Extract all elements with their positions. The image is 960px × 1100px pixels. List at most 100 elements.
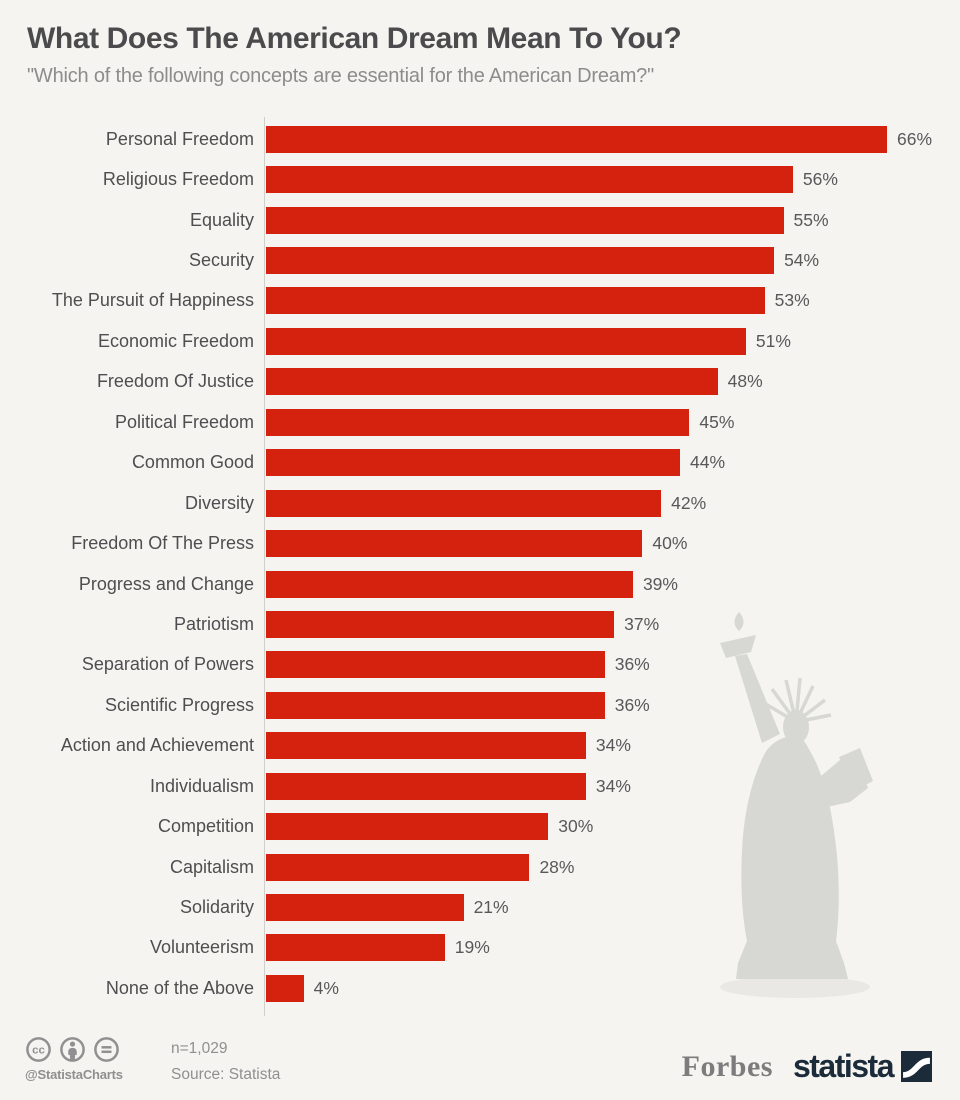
value-label: 39%: [642, 573, 678, 594]
svg-text:cc: cc: [32, 1045, 45, 1057]
sample-size: n=1,029: [171, 1040, 228, 1057]
bar-track: 21%: [266, 894, 887, 922]
category-label: Equality: [189, 209, 254, 230]
category-label: Volunteerism: [149, 937, 254, 958]
value-label: 54%: [784, 250, 820, 271]
chart-row: Scientific Progress 36%: [0, 685, 960, 725]
category-label: Common Good: [131, 452, 254, 473]
value-label: 36%: [614, 694, 650, 715]
bar-track: 48%: [266, 368, 887, 396]
bar: [266, 166, 793, 194]
bar: [266, 489, 662, 517]
category-label: Political Freedom: [114, 411, 254, 432]
no-derivatives-icon: [94, 1037, 119, 1062]
bar: [266, 327, 746, 355]
bar-track: 44%: [266, 449, 887, 477]
bar: [266, 732, 586, 760]
bar-track: 34%: [266, 772, 887, 800]
statista-mark-icon: [901, 1051, 932, 1082]
statista-logo: statista: [793, 1048, 932, 1085]
value-label: 42%: [671, 492, 707, 513]
chart-row: Religious Freedom 56%: [0, 159, 960, 199]
bar: [266, 530, 643, 558]
axis-line: [264, 117, 265, 1016]
page-title: What Does The American Dream Mean To You…: [27, 22, 682, 55]
category-label: The Pursuit of Happiness: [51, 290, 254, 311]
bar: [266, 287, 765, 315]
value-label: 4%: [313, 977, 339, 998]
category-label: Economic Freedom: [97, 330, 254, 351]
statue-of-liberty-icon: [720, 612, 873, 998]
category-label: Freedom Of Justice: [96, 371, 254, 392]
bar: [266, 125, 887, 153]
bar-track: 54%: [266, 247, 887, 275]
chart-row: Capitalism 28%: [0, 847, 960, 887]
bar: [266, 974, 304, 1002]
publisher-logos: Forbes statista: [682, 1048, 932, 1085]
category-label: Separation of Powers: [81, 654, 254, 675]
bar-track: 56%: [266, 166, 887, 194]
value-label: 44%: [690, 452, 726, 473]
bar: [266, 691, 605, 719]
bar-track: 45%: [266, 408, 887, 436]
forbes-logo: Forbes: [681, 1049, 773, 1083]
statista-wordmark: statista: [792, 1048, 895, 1084]
bar: [266, 206, 784, 234]
value-label: 66%: [897, 128, 933, 149]
credit-handle: @StatistaCharts: [25, 1067, 123, 1082]
bar: [266, 449, 680, 477]
bar: [266, 408, 690, 436]
category-label: Competition: [157, 816, 254, 837]
cc-license-icons: cc: [25, 1036, 153, 1063]
footer: cc @StatistaCharts n=1,029 Source: Stati…: [25, 1036, 932, 1094]
header: What Does The American Dream Mean To You…: [27, 22, 940, 88]
category-label: Solidarity: [179, 897, 254, 918]
category-label: Individualism: [149, 775, 254, 796]
bar-track: 34%: [266, 732, 887, 760]
value-label: 55%: [793, 209, 829, 230]
bar-track: 39%: [266, 570, 887, 598]
bar-track: 66%: [266, 125, 932, 153]
category-label: Scientific Progress: [104, 694, 254, 715]
chart-row: Security 54%: [0, 240, 960, 280]
bar-track: 51%: [266, 327, 887, 355]
chart-row: Political Freedom 45%: [0, 402, 960, 442]
page-subtitle: "Which of the following concepts are ess…: [27, 65, 654, 87]
bar: [266, 853, 530, 881]
value-label: 40%: [652, 533, 688, 554]
category-label: Diversity: [184, 492, 254, 513]
bar-track: 53%: [266, 287, 887, 315]
value-label: 37%: [624, 613, 660, 634]
bar: [266, 934, 445, 962]
category-label: Freedom Of The Press: [71, 533, 254, 554]
chart-row: Equality 55%: [0, 200, 960, 240]
category-label: Security: [188, 250, 254, 271]
source-block: n=1,029 Source: Statista: [171, 1036, 280, 1088]
chart-row: The Pursuit of Happiness 53%: [0, 281, 960, 321]
value-label: 36%: [614, 654, 650, 675]
bar-track: 36%: [266, 691, 887, 719]
chart-row: Solidarity 21%: [0, 887, 960, 927]
chart-row: Volunteerism 19%: [0, 928, 960, 968]
category-label: Religious Freedom: [102, 169, 254, 190]
chart-row: Patriotism 37%: [0, 604, 960, 644]
bar: [266, 610, 615, 638]
bar-track: 42%: [266, 489, 887, 517]
bar: [266, 570, 633, 598]
bar: [266, 813, 549, 841]
category-label: Action and Achievement: [60, 735, 254, 756]
bar-track: 19%: [266, 934, 887, 962]
chart-row: Progress and Change 39%: [0, 564, 960, 604]
chart-row: Individualism 34%: [0, 766, 960, 806]
bar: [266, 247, 775, 275]
chart-row: Separation of Powers 36%: [0, 645, 960, 685]
bar-track: 37%: [266, 610, 887, 638]
category-label: Progress and Change: [78, 573, 254, 594]
chart-row: None of the Above 4%: [0, 968, 960, 1008]
chart-row: Economic Freedom 51%: [0, 321, 960, 361]
bar-chart: Personal Freedom 66% Religious Freedom 56% E…: [0, 119, 960, 1009]
chart-row: Competition 30%: [0, 806, 960, 846]
source-text: Source: Statista: [171, 1066, 281, 1083]
value-label: 53%: [774, 290, 810, 311]
